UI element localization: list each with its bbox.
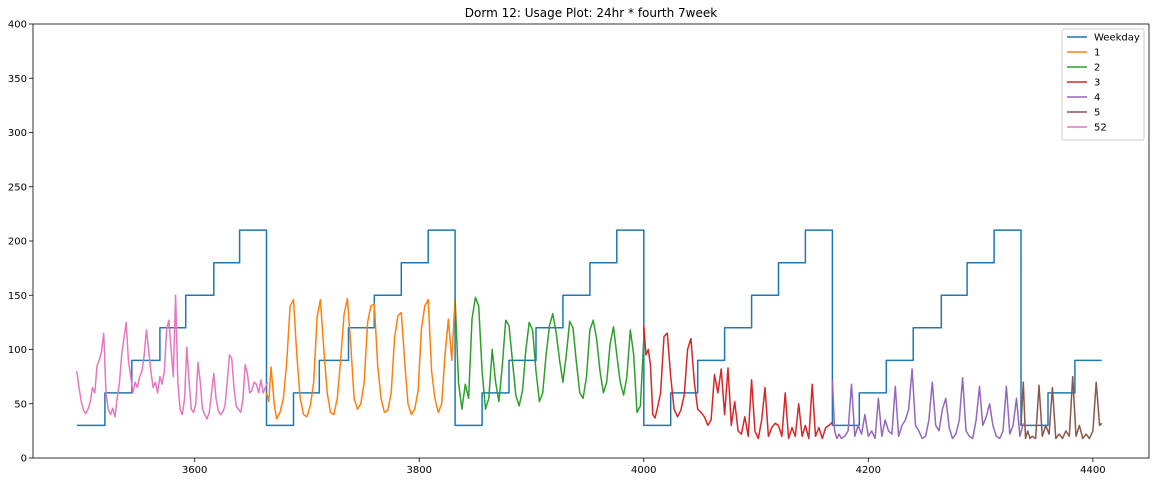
legend-label: 2 [1094, 63, 1100, 74]
legend-label: 1 [1094, 48, 1100, 59]
legend-label: 4 [1094, 93, 1100, 104]
legend-label: Weekday [1094, 33, 1140, 44]
legend-label: 52 [1094, 123, 1107, 134]
series-line-3 [643, 325, 833, 440]
series-line-4 [831, 368, 1025, 440]
x-tick-label: 3600 [182, 465, 207, 476]
y-tick-label: 250 [8, 182, 27, 193]
series-line-weekday [76, 229, 1102, 427]
series-line-52 [76, 294, 269, 420]
plot-area [76, 229, 1103, 440]
legend-label: 5 [1094, 108, 1100, 119]
series-line-2 [454, 296, 645, 414]
y-tick-label: 150 [8, 291, 27, 302]
legend: Weekday 1 2 3 4 5 52 [1061, 28, 1145, 141]
y-tick-label: 350 [8, 74, 27, 85]
axes: 0 50 100 150 200 250 300 350 400 3600 3800 4000 4200… [8, 20, 1150, 476]
y-tick-label: 300 [8, 128, 27, 139]
axes-frame [32, 23, 1150, 459]
series-line-1 [265, 297, 456, 420]
x-tick-label: 4200 [856, 465, 881, 476]
y-tick-label: 0 [21, 454, 27, 465]
x-tick-label: 4000 [631, 465, 656, 476]
x-tick-label: 3800 [406, 465, 431, 476]
y-tick-label: 100 [8, 345, 27, 356]
series-line-5 [1020, 375, 1103, 440]
chart-title: Dorm 12: Usage Plot: 24hr * fourth 7week [465, 6, 717, 20]
y-tick-label: 50 [14, 399, 27, 410]
legend-label: 3 [1094, 78, 1100, 89]
y-tick-label: 200 [8, 237, 27, 248]
x-tick-label: 4400 [1080, 465, 1105, 476]
y-tick-label: 400 [8, 20, 27, 31]
